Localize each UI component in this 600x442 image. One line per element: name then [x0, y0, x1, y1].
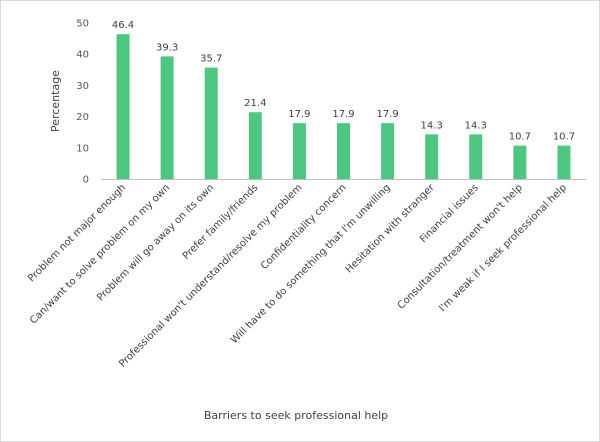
bar: [557, 145, 571, 179]
bar: [425, 134, 439, 179]
data-label: 14.3: [421, 120, 443, 131]
x-axis-title: Barriers to seek professional help: [204, 409, 388, 422]
data-label: 10.7: [553, 132, 575, 143]
data-label: 17.9: [376, 109, 398, 120]
category-label: Prefer family/friends: [181, 182, 261, 262]
bars-group: [116, 34, 571, 180]
y-tick-label: 40: [76, 50, 89, 61]
bar: [116, 34, 130, 180]
category-label: Hesitation with stranger: [344, 182, 438, 276]
data-label: 17.9: [332, 109, 354, 120]
category-label: Will have to do something that I'm unwil…: [229, 182, 393, 346]
data-label: 46.4: [112, 20, 134, 31]
bar: [381, 123, 395, 179]
y-tick-label: 30: [76, 81, 89, 92]
category-label: Confidentiality concern: [259, 182, 349, 272]
bar: [160, 56, 174, 179]
bar: [292, 123, 306, 179]
data-label: 17.9: [288, 109, 310, 120]
y-tick-label: 10: [76, 143, 89, 154]
bar: [204, 67, 218, 179]
y-tick-label: 0: [83, 175, 89, 186]
data-label: 21.4: [244, 98, 266, 109]
y-axis-title: Percentage: [49, 70, 62, 132]
data-label: 35.7: [200, 54, 222, 65]
data-label: 39.3: [156, 42, 178, 53]
y-tick-label: 20: [76, 112, 89, 123]
y-tick-label: 50: [76, 19, 89, 30]
bar: [513, 145, 527, 179]
y-axis-ticks: 0 10 20 30 40 50: [76, 19, 89, 186]
data-labels-group: 46.4 39.3 35.7 21.4 17.9 17.9 17.9 14.3 14.3 10.7…: [112, 20, 575, 142]
bar: [248, 112, 262, 179]
bar: [337, 123, 350, 179]
data-label: 14.3: [465, 120, 487, 131]
bar: [469, 134, 483, 179]
data-label: 10.7: [509, 132, 531, 143]
